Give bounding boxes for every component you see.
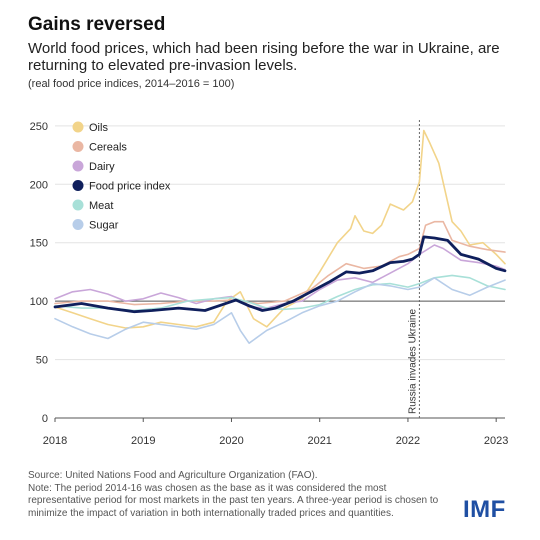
legend-swatch: [72, 121, 84, 133]
legend-swatch: [72, 160, 84, 172]
invasion-annotation: Russia invades Ukraine: [407, 309, 418, 414]
series-line-meat: [54, 274, 506, 312]
x-tick-label: 2020: [219, 435, 243, 447]
legend-swatch: [72, 141, 84, 152]
x-tick-label: 2021: [307, 435, 331, 447]
series-line-dairy: [54, 244, 506, 309]
imf-logo: IMF: [463, 496, 506, 523]
legend-label: Cereals: [89, 142, 127, 154]
series-line-cereals: [54, 220, 506, 306]
chart-subtitle: World food prices, which had been rising…: [28, 40, 500, 74]
y-tick-label: 50: [36, 355, 48, 367]
x-tick-label: 2022: [396, 435, 420, 447]
y-tick-label: 100: [30, 296, 48, 308]
series-line-sugar: [54, 277, 506, 344]
x-tick-label: 2018: [43, 435, 67, 447]
legend-swatch: [72, 219, 84, 230]
series-line-oils: [54, 129, 506, 329]
note-text: Note: The period 2014-16 was chosen as t…: [28, 482, 439, 519]
legend-label: Dairy: [89, 161, 115, 173]
legend-label: Food price index: [89, 181, 171, 193]
x-tick-label: 2019: [131, 435, 155, 447]
source-text: Source: United Nations Food and Agricult…: [28, 470, 318, 481]
series-line-food-price-index: [53, 235, 507, 314]
units-note: (real food price indices, 2014–2016 = 10…: [28, 78, 235, 90]
legend-swatch: [72, 199, 84, 211]
legend-label: Sugar: [89, 220, 119, 232]
legend-swatch: [72, 180, 84, 191]
legend-label: Meat: [89, 200, 113, 212]
source-note: Source: United Nations Food and Agricult…: [28, 470, 448, 520]
y-tick-label: 200: [30, 179, 48, 191]
y-tick-label: 150: [30, 238, 48, 250]
legend-label: Oils: [89, 122, 108, 134]
y-tick-label: 0: [42, 413, 48, 425]
chart-title: Gains reversed: [28, 14, 166, 35]
y-tick-label: 250: [30, 121, 48, 133]
line-chart: 0 50 100 150 200 250 2018 2019 2020 2021 2022 2023 R…: [30, 120, 508, 447]
x-tick-label: 2023: [484, 435, 508, 447]
